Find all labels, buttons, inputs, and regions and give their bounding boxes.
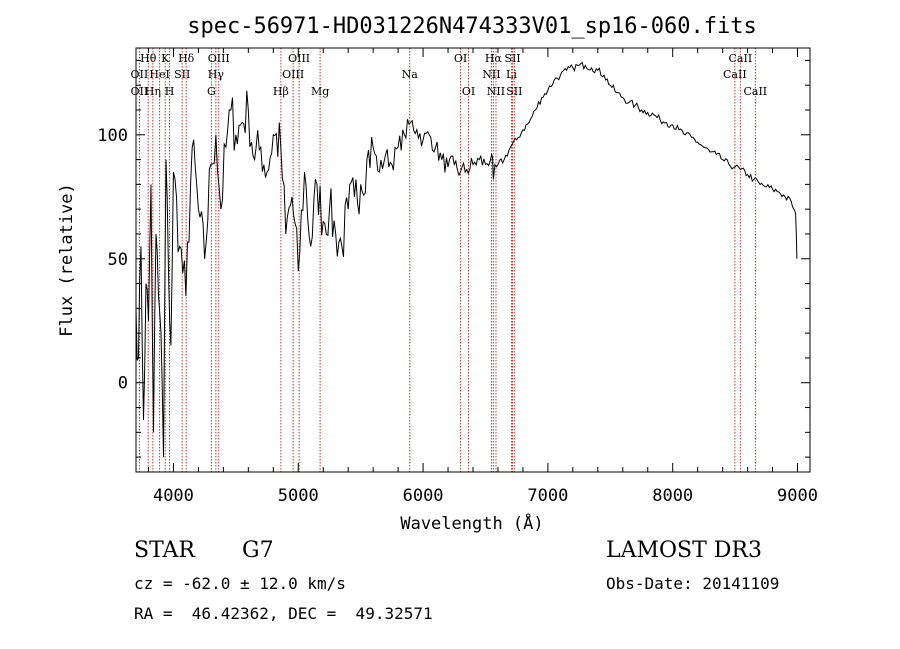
line-label: SII: [504, 52, 520, 65]
x-tick-label: 4000: [153, 486, 194, 506]
y-axis-label: Flux (relative): [57, 183, 77, 337]
line-label: OI: [454, 52, 467, 65]
line-label: CaII: [723, 68, 747, 81]
line-label: OIII: [282, 68, 304, 81]
line-label: OI: [462, 85, 475, 98]
object-class: STAR: [134, 538, 195, 563]
line-label: OIII: [208, 52, 230, 65]
line-label: OII: [131, 85, 149, 98]
line-label: HeI: [149, 68, 169, 81]
line-label: Hβ: [273, 85, 289, 98]
y-tick-label: 0: [118, 374, 128, 394]
line-label: Li: [506, 68, 517, 81]
line-label: Hδ: [178, 52, 195, 65]
line-label: Hθ: [140, 52, 157, 65]
survey-name: LAMOST DR3: [606, 538, 762, 563]
line-label: G: [207, 85, 216, 98]
plot-frame: [135, 47, 811, 473]
line-label: OII: [131, 68, 149, 81]
x-tick-label: 7000: [527, 486, 568, 506]
line-label: CaII: [729, 52, 753, 65]
emission-line-markers: [138, 48, 756, 472]
line-label: Hα: [485, 52, 503, 65]
x-tick-label: 8000: [652, 486, 693, 506]
line-label: OIII: [288, 52, 310, 65]
redshift-cz: cz = -62.0 ± 12.0 km/s: [134, 574, 346, 593]
line-label: Hγ: [208, 68, 225, 81]
y-tick-label: 50: [108, 250, 128, 270]
x-axis-label: Wavelength (Å): [400, 512, 543, 534]
observation-date: Obs-Date: 20141109: [606, 574, 780, 593]
line-label: Hη: [145, 85, 161, 98]
spectrum-line: [135, 61, 798, 458]
line-label: K: [161, 52, 170, 65]
y-tick-label: 100: [97, 126, 128, 146]
line-label: NII: [487, 85, 505, 98]
x-tick-label: 6000: [403, 486, 444, 506]
line-label: Mg: [311, 85, 329, 98]
line-label: Na: [402, 68, 419, 81]
line-label: SII: [174, 68, 190, 81]
axis-ticks: 4000 5000 6000 7000 8000 9000 0 50 100: [97, 48, 818, 506]
line-label: SII: [506, 85, 522, 98]
coordinates: RA = 46.42362, DEC = 49.32571: [134, 604, 433, 623]
x-tick-label: 9000: [777, 486, 818, 506]
emission-line-labels: Hθ OII OII K HeI Hη Hδ SII H OIII Hγ G OIII OIII Hβ Mg N…: [131, 52, 768, 98]
line-label: CaII: [743, 85, 767, 98]
x-tick-label: 5000: [278, 486, 319, 506]
chart-title: spec-56971-HD031226N474333V01_sp16-060.f…: [187, 14, 757, 39]
object-subclass: G7: [242, 538, 274, 563]
line-label: NII: [482, 68, 500, 81]
line-label: H: [165, 85, 175, 98]
